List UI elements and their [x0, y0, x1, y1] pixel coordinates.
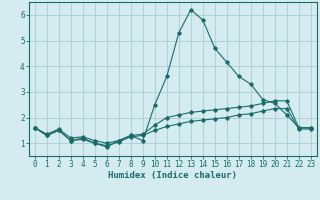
X-axis label: Humidex (Indice chaleur): Humidex (Indice chaleur) — [108, 171, 237, 180]
